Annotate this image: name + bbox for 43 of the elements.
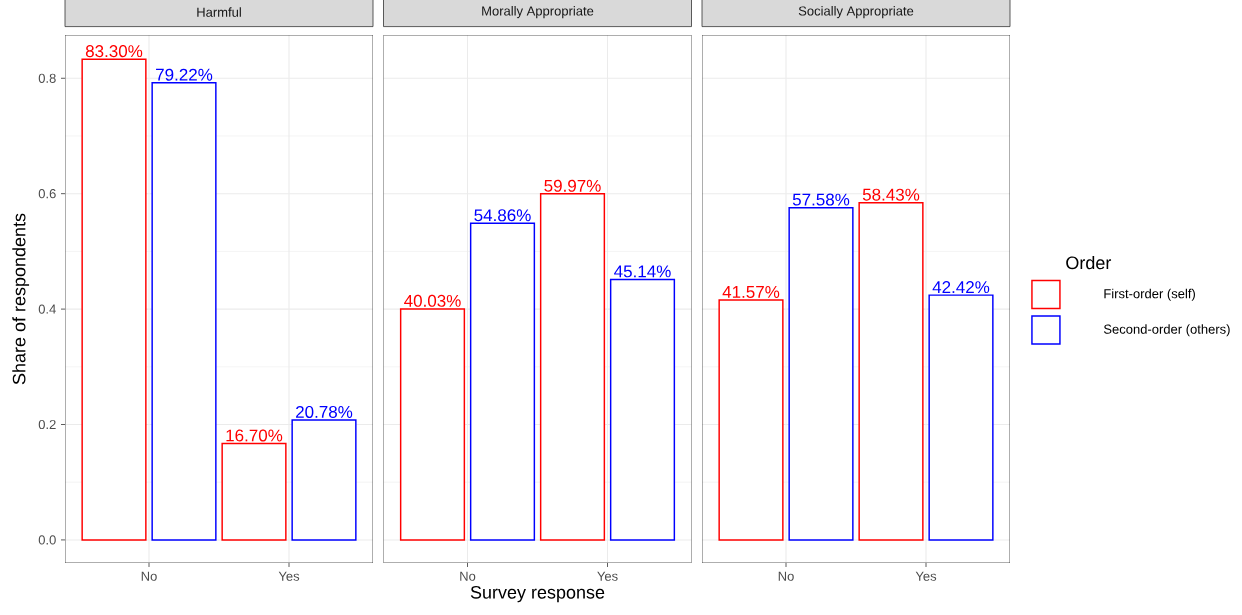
x-tick-label: No [778,571,794,581]
bar [928,294,994,541]
data-label: 83.30% [85,45,143,58]
bar [399,308,466,541]
bar [81,58,147,541]
bar [291,419,357,541]
x-axis-title: Survey response [470,585,605,603]
y-tick-label: 0.2 [38,419,56,430]
x-tick-label: No [460,571,476,581]
chart-title: Socially Appropriate [798,6,914,19]
x-tick-label: No [141,571,157,581]
data-label: 41.57% [722,286,780,298]
bar [469,222,536,541]
bar [539,193,606,541]
data-label: 40.03% [404,294,461,307]
data-label: 58.43% [862,188,920,201]
data-label: 54.86% [474,209,531,222]
data-label: 45.14% [614,265,671,278]
bar [221,442,287,541]
bar [858,202,924,541]
bar [609,278,676,541]
legend-title: Order [1066,256,1112,270]
bar [151,82,217,541]
bar [788,206,854,541]
chart-title: Morally Appropriate [482,6,594,19]
x-tick-label: Yes [278,571,300,581]
y-tick-label: 0.8 [38,73,56,83]
chart-title: Harmful [197,7,241,17]
x-tick-label: Yes [915,571,937,581]
data-label: 16.70% [226,429,283,442]
y-axis-title: Share of respondents [12,213,30,385]
text: First-order (self) [1104,288,1195,301]
text: Second-order (others) [1103,324,1230,337]
x-tick-label: Yes [597,571,618,581]
data-label: 59.97% [544,179,601,192]
data-label: 20.78% [296,405,353,418]
bar [718,299,784,541]
data-label: 79.22% [156,68,213,81]
data-label: 42.42% [932,281,990,294]
y-tick-label: 0.0 [38,535,56,545]
data-label: 57.58% [792,193,850,206]
y-tick-label: 0.6 [38,189,56,199]
y-tick-label: 0.4 [38,304,56,314]
